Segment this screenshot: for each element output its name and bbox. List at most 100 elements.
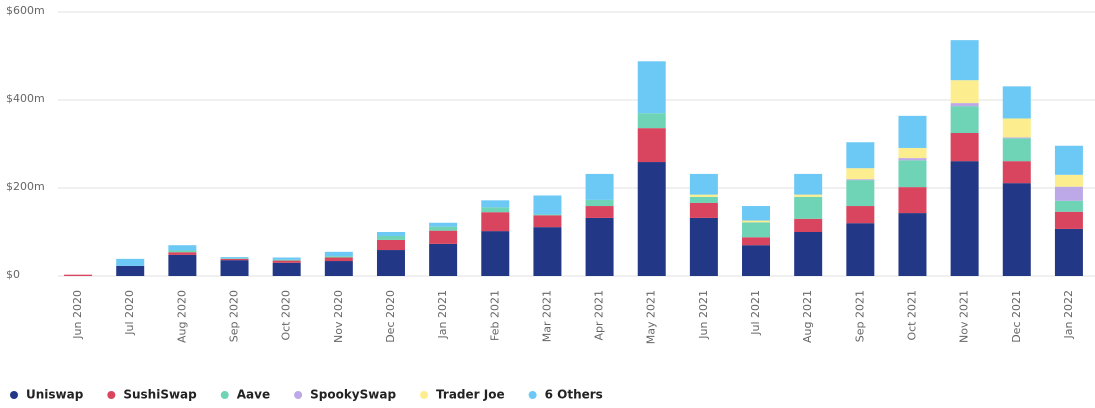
bar-segment — [898, 160, 927, 188]
bar-segment — [585, 206, 614, 218]
bar-segment — [324, 256, 353, 258]
x-tick-label: Jan 2022 — [1062, 290, 1075, 339]
y-tick-label: $0 — [6, 268, 20, 281]
bar-segment — [898, 115, 927, 148]
bar-segment — [689, 202, 718, 218]
bar-segment — [481, 200, 510, 208]
legend-dot — [107, 391, 116, 399]
x-tick-label: Jan 2021 — [436, 290, 449, 339]
bar-segment — [1002, 86, 1031, 119]
bar-segment — [220, 260, 249, 276]
bar-segment — [1002, 183, 1031, 276]
bar-segment — [585, 173, 614, 200]
bar-segment — [168, 245, 197, 251]
bar-segment — [1002, 161, 1031, 184]
bar-segment — [1054, 211, 1083, 229]
bar-segment — [533, 227, 562, 276]
bar-segment — [950, 161, 979, 276]
bar-segment — [481, 207, 510, 213]
bar-segment — [637, 162, 666, 276]
bar-segment — [481, 231, 510, 276]
bar-segment — [585, 217, 614, 276]
bar-segment — [272, 260, 301, 263]
bar-segment — [950, 103, 979, 107]
bar-segment — [846, 180, 875, 207]
bar-segment — [429, 226, 458, 231]
bar-segment — [637, 128, 666, 163]
bar-segment — [637, 113, 666, 129]
bar-segment — [898, 158, 927, 161]
bar-segment — [324, 261, 353, 276]
x-tick-label: May 2021 — [645, 290, 658, 344]
legend-dot — [220, 391, 229, 399]
bar-segment — [533, 214, 562, 216]
bar-segment — [376, 250, 405, 276]
bar-segment — [1002, 138, 1031, 162]
bar-segment — [846, 223, 875, 276]
bar-segment — [1054, 186, 1083, 201]
bar-segment — [898, 213, 927, 276]
bar-segment — [272, 262, 301, 276]
legend-label: Trader Joe — [436, 388, 505, 402]
y-tick-label: $200m — [6, 180, 45, 193]
bar-segment — [689, 173, 718, 195]
bar-segment — [950, 40, 979, 81]
bar-segment — [585, 199, 614, 207]
bar-segment — [376, 239, 405, 251]
bar-segment — [846, 142, 875, 169]
legend-dot — [420, 391, 429, 399]
x-tick-label: Jul 2021 — [749, 290, 762, 336]
bar-segment — [794, 194, 823, 197]
bar-segment — [116, 265, 145, 276]
bar-segment — [950, 80, 979, 104]
bar-segment — [950, 106, 979, 133]
bar-segment — [637, 61, 666, 114]
x-tick-label: Nov 2020 — [332, 290, 345, 343]
bar-segment — [1002, 137, 1031, 139]
bar-segment — [429, 230, 458, 244]
legend-dot — [294, 391, 303, 399]
bar-segment — [168, 254, 197, 276]
bar-segment — [846, 168, 875, 180]
x-tick-label: Jun 2021 — [697, 290, 710, 340]
bar-segment — [689, 217, 718, 276]
x-tick-label: Dec 2021 — [1010, 290, 1023, 343]
bar-segment — [742, 237, 771, 246]
x-tick-label: Aug 2020 — [175, 290, 188, 343]
bar-segment — [742, 220, 771, 223]
bar-segment — [324, 257, 353, 262]
bar-segment — [1054, 228, 1083, 276]
x-tick-label: Jun 2020 — [71, 290, 84, 340]
bar-segment — [168, 250, 197, 253]
bar-segment — [1002, 118, 1031, 138]
x-tick-label: Sep 2020 — [228, 290, 241, 342]
legend-label: SpookySwap — [310, 388, 396, 402]
bar-segment — [1054, 174, 1083, 187]
bar-segment — [794, 218, 823, 232]
bar-segment — [689, 194, 718, 197]
x-tick-label: Nov 2021 — [958, 290, 971, 343]
bar-segment — [533, 215, 562, 228]
bar-segment — [898, 147, 927, 159]
bar-segment — [950, 133, 979, 162]
y-tick-label: $600m — [6, 4, 45, 17]
bar-segment — [794, 173, 823, 195]
bar-segment — [794, 196, 823, 219]
bar-segment — [689, 196, 718, 203]
x-tick-label: Feb 2021 — [488, 290, 501, 341]
bar-segment — [846, 179, 875, 181]
y-tick-label: $400m — [6, 92, 45, 105]
x-tick-label: Dec 2020 — [384, 290, 397, 343]
bar-segment — [898, 187, 927, 214]
bar-segment — [116, 258, 145, 266]
bar-segment — [272, 257, 301, 260]
x-tick-label: Sep 2021 — [853, 290, 866, 342]
legend-label: Uniswap — [26, 388, 84, 402]
bar-segment — [220, 258, 249, 261]
bar-segment — [168, 252, 197, 255]
bar-segment — [533, 195, 562, 215]
x-tick-label: Oct 2020 — [280, 290, 293, 341]
bar-segment — [481, 212, 510, 232]
bar-segment — [376, 232, 405, 236]
bar-segment — [429, 222, 458, 227]
